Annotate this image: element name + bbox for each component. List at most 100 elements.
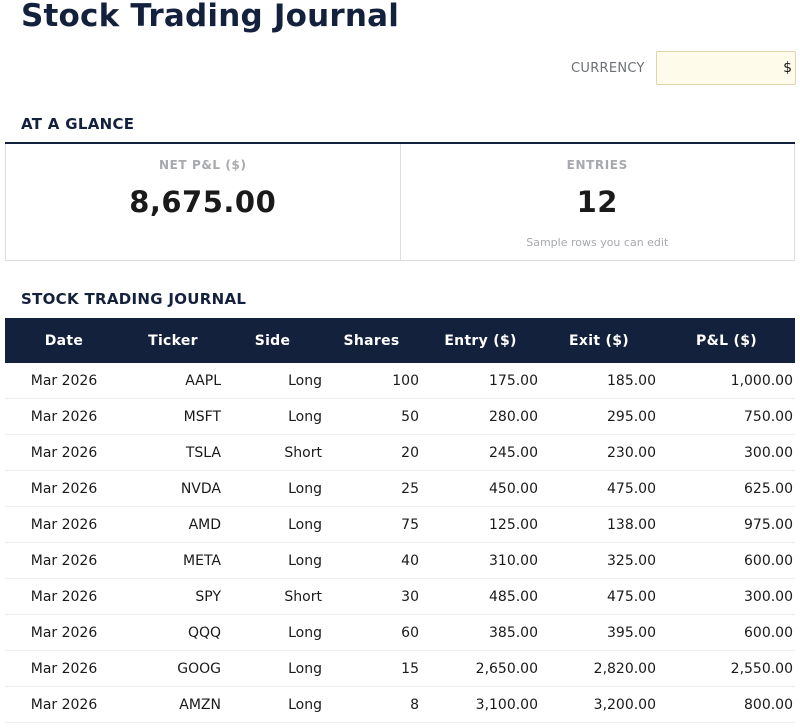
exit-price-cell[interactable]: 295.00 [540, 398, 658, 435]
ticker-cell[interactable]: SPY [123, 578, 223, 615]
column-header-shares[interactable]: Shares [322, 318, 421, 363]
date-cell[interactable]: Mar 2026 [5, 614, 123, 651]
kpi-card-net-pnl: NET P&L ($) 8,675.00 [6, 144, 400, 260]
date-cell[interactable]: Mar 2026 [5, 363, 123, 399]
entry-price-cell[interactable]: 450.00 [421, 470, 540, 507]
entry-price-cell[interactable]: 125.00 [421, 506, 540, 543]
side-cell[interactable]: Long [223, 506, 322, 543]
ticker-cell[interactable]: MSFT [123, 398, 223, 435]
pnl-cell[interactable]: 625.00 [658, 470, 795, 507]
ticker-cell[interactable]: AMZN [123, 686, 223, 723]
shares-cell[interactable]: 40 [322, 542, 421, 579]
currency-label: CURRENCY [571, 61, 645, 76]
exit-price-cell[interactable]: 475.00 [540, 578, 658, 615]
kpi-label: ENTRIES [566, 158, 628, 172]
column-header-side[interactable]: Side [223, 318, 322, 363]
table-row[interactable]: Mar 2026 AAPL Long 100 175.00 185.00 1,000.00 [5, 363, 795, 399]
exit-price-cell[interactable]: 395.00 [540, 614, 658, 651]
side-cell[interactable]: Short [223, 578, 322, 615]
date-cell[interactable]: Mar 2026 [5, 578, 123, 615]
column-header-pnl[interactable]: P&L ($) [658, 318, 795, 363]
ticker-cell[interactable]: AMD [123, 506, 223, 543]
section-divider [5, 142, 795, 144]
shares-cell[interactable]: 75 [322, 506, 421, 543]
entry-price-cell[interactable]: 2,650.00 [421, 650, 540, 687]
exit-price-cell[interactable]: 325.00 [540, 542, 658, 579]
table-row[interactable]: Mar 2026 SPY Short 30 485.00 475.00 300.00 [5, 578, 795, 615]
entry-price-cell[interactable]: 485.00 [421, 578, 540, 615]
entry-price-cell[interactable]: 385.00 [421, 614, 540, 651]
entry-price-cell[interactable]: 3,100.00 [421, 686, 540, 723]
kpi-card-entries: ENTRIES 12 Sample rows you can edit [399, 144, 795, 260]
pnl-cell[interactable]: 1,000.00 [658, 363, 795, 399]
ticker-cell[interactable]: NVDA [123, 470, 223, 507]
ticker-cell[interactable]: AAPL [123, 363, 223, 399]
pnl-cell[interactable]: 2,550.00 [658, 650, 795, 687]
table-row[interactable]: Mar 2026 MSFT Long 50 280.00 295.00 750.00 [5, 398, 795, 435]
column-header-exit[interactable]: Exit ($) [540, 318, 658, 363]
date-cell[interactable]: Mar 2026 [5, 506, 123, 543]
date-cell[interactable]: Mar 2026 [5, 686, 123, 723]
side-cell[interactable]: Long [223, 542, 322, 579]
journal-table-body: Mar 2026 AAPL Long 100 175.00 185.00 1,000.00 M… [5, 363, 795, 723]
entry-price-cell[interactable]: 280.00 [421, 398, 540, 435]
exit-price-cell[interactable]: 2,820.00 [540, 650, 658, 687]
side-cell[interactable]: Long [223, 398, 322, 435]
shares-cell[interactable]: 25 [322, 470, 421, 507]
pnl-cell[interactable]: 300.00 [658, 434, 795, 471]
pnl-cell[interactable]: 300.00 [658, 578, 795, 615]
kpi-label: NET P&L ($) [158, 158, 247, 172]
exit-price-cell[interactable]: 230.00 [540, 434, 658, 471]
page-title: Stock Trading Journal [21, 0, 400, 34]
side-cell[interactable]: Long [223, 614, 322, 651]
ticker-cell[interactable]: GOOG [123, 650, 223, 687]
table-row[interactable]: Mar 2026 NVDA Long 25 450.00 475.00 625.00 [5, 470, 795, 507]
exit-price-cell[interactable]: 3,200.00 [540, 686, 658, 723]
column-header-date[interactable]: Date [5, 318, 123, 363]
exit-price-cell[interactable]: 475.00 [540, 470, 658, 507]
side-cell[interactable]: Long [223, 363, 322, 399]
entry-price-cell[interactable]: 245.00 [421, 434, 540, 471]
table-header-row: Date Ticker Side Shares Entry ($) Exit (… [5, 318, 795, 363]
entry-price-cell[interactable]: 175.00 [421, 363, 540, 399]
side-cell[interactable]: Short [223, 434, 322, 471]
exit-price-cell[interactable]: 138.00 [540, 506, 658, 543]
table-row[interactable]: Mar 2026 AMD Long 75 125.00 138.00 975.00 [5, 506, 795, 543]
glance-heading: AT A GLANCE [21, 115, 135, 133]
table-row[interactable]: Mar 2026 TSLA Short 20 245.00 230.00 300.00 [5, 434, 795, 471]
date-cell[interactable]: Mar 2026 [5, 542, 123, 579]
shares-cell[interactable]: 100 [322, 363, 421, 399]
side-cell[interactable]: Long [223, 650, 322, 687]
shares-cell[interactable]: 15 [322, 650, 421, 687]
column-header-entry[interactable]: Entry ($) [421, 318, 540, 363]
side-cell[interactable]: Long [223, 686, 322, 723]
date-cell[interactable]: Mar 2026 [5, 434, 123, 471]
pnl-cell[interactable]: 600.00 [658, 614, 795, 651]
pnl-cell[interactable]: 800.00 [658, 686, 795, 723]
shares-cell[interactable]: 60 [322, 614, 421, 651]
ticker-cell[interactable]: META [123, 542, 223, 579]
shares-cell[interactable]: 20 [322, 434, 421, 471]
ticker-cell[interactable]: QQQ [123, 614, 223, 651]
pnl-cell[interactable]: 750.00 [658, 398, 795, 435]
currency-input[interactable] [656, 51, 796, 85]
date-cell[interactable]: Mar 2026 [5, 650, 123, 687]
pnl-cell[interactable]: 600.00 [658, 542, 795, 579]
pnl-cell[interactable]: 975.00 [658, 506, 795, 543]
kpi-value: 8,675.00 [129, 185, 277, 219]
shares-cell[interactable]: 50 [322, 398, 421, 435]
side-cell[interactable]: Long [223, 470, 322, 507]
journal-table: Date Ticker Side Shares Entry ($) Exit (… [5, 318, 795, 723]
table-row[interactable]: Mar 2026 META Long 40 310.00 325.00 600.00 [5, 542, 795, 579]
table-row[interactable]: Mar 2026 QQQ Long 60 385.00 395.00 600.00 [5, 614, 795, 651]
ticker-cell[interactable]: TSLA [123, 434, 223, 471]
column-header-ticker[interactable]: Ticker [123, 318, 223, 363]
entry-price-cell[interactable]: 310.00 [421, 542, 540, 579]
date-cell[interactable]: Mar 2026 [5, 398, 123, 435]
shares-cell[interactable]: 30 [322, 578, 421, 615]
table-row[interactable]: Mar 2026 AMZN Long 8 3,100.00 3,200.00 800.00 [5, 686, 795, 723]
exit-price-cell[interactable]: 185.00 [540, 363, 658, 399]
date-cell[interactable]: Mar 2026 [5, 470, 123, 507]
shares-cell[interactable]: 8 [322, 686, 421, 723]
table-row[interactable]: Mar 2026 GOOG Long 15 2,650.00 2,820.00 2,550.… [5, 650, 795, 687]
